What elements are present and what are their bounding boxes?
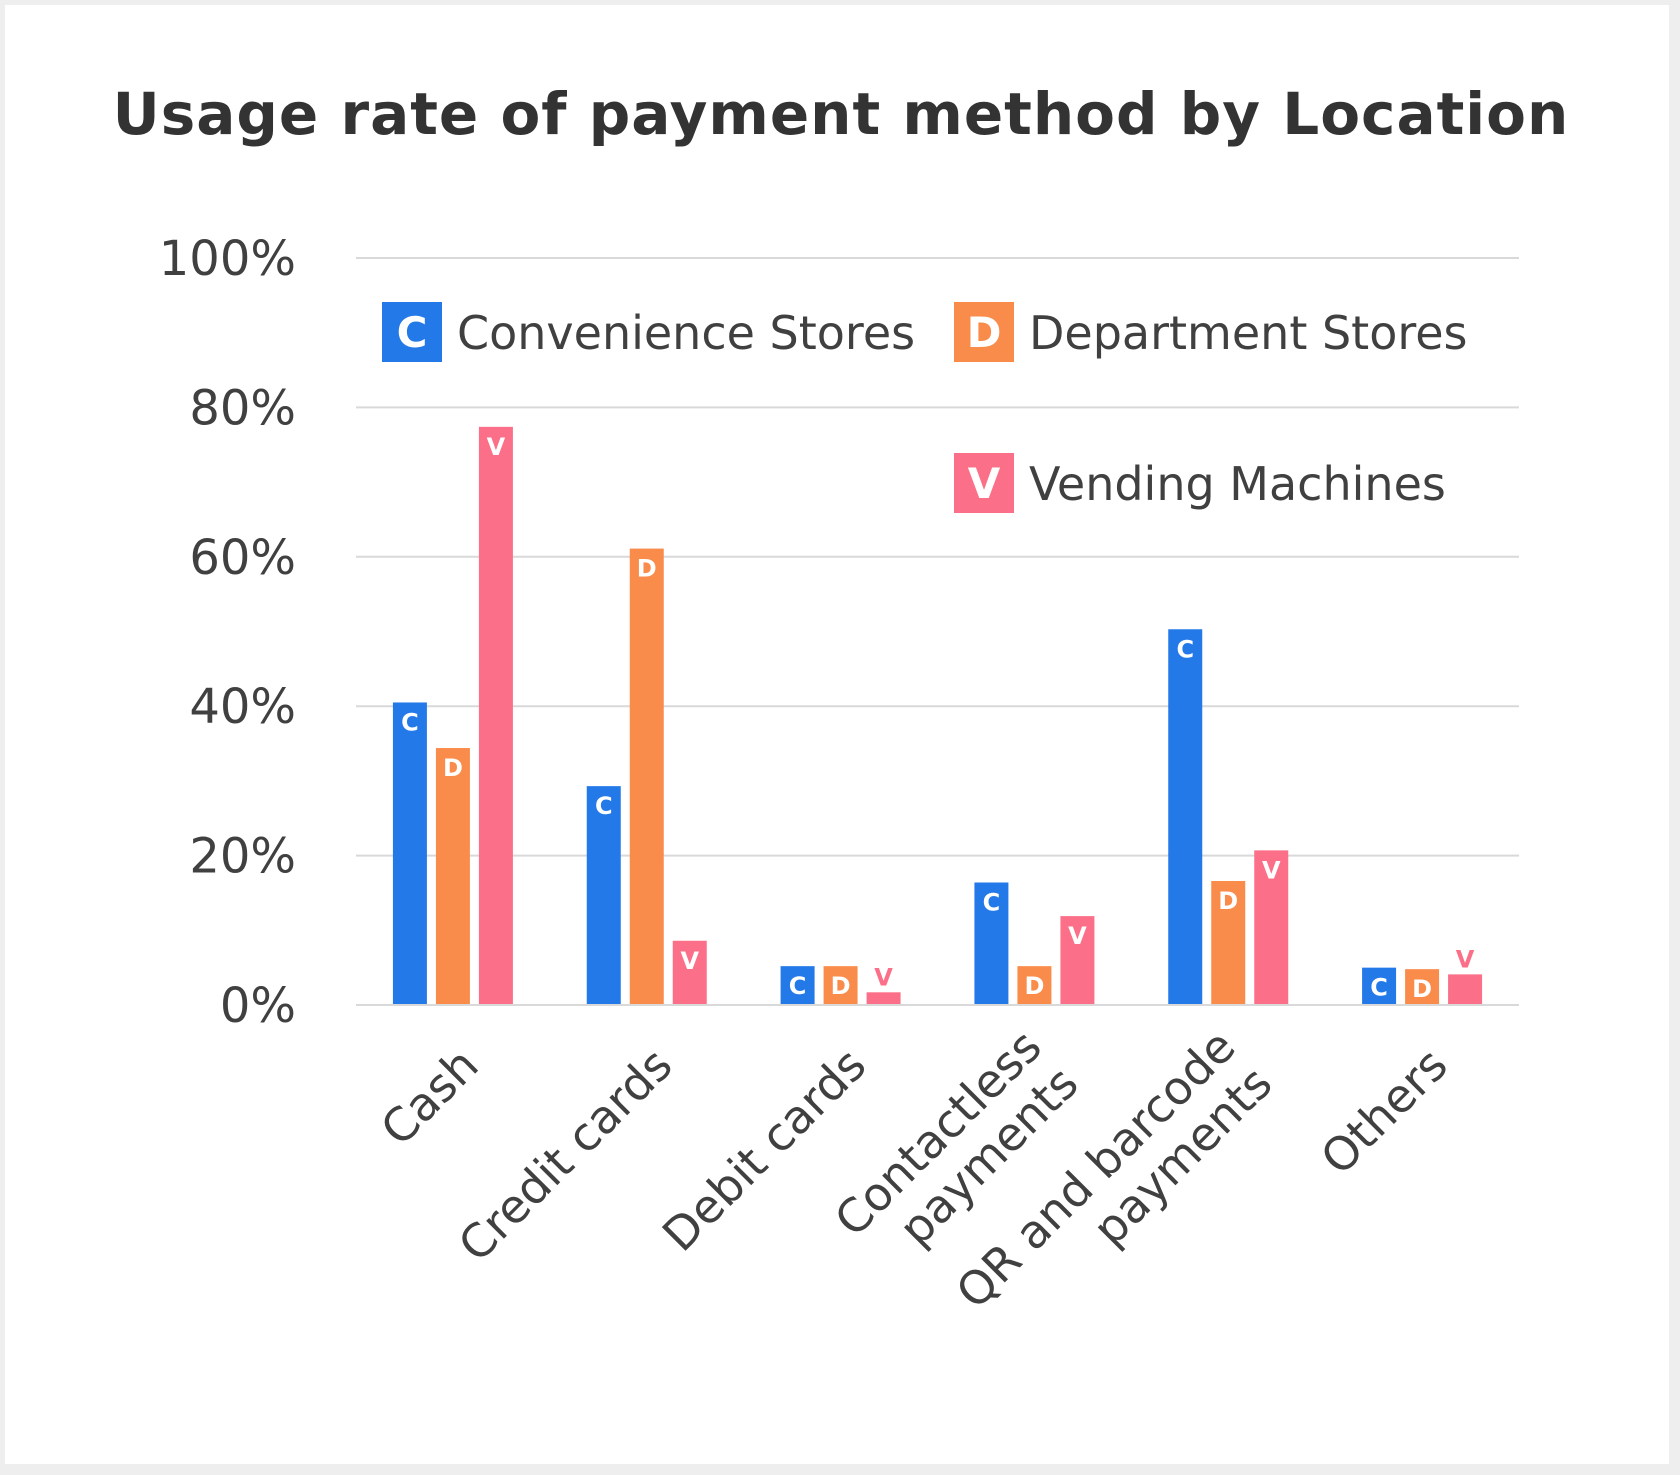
bar-d bbox=[1017, 966, 1052, 1005]
bar-marker-label: V bbox=[680, 947, 699, 975]
legend-marker: D bbox=[967, 308, 1002, 357]
bar-d bbox=[823, 966, 858, 1005]
legend-label: Department Stores bbox=[1029, 306, 1468, 360]
bar-d bbox=[1405, 969, 1440, 1005]
bar-marker-label: D bbox=[831, 972, 851, 1000]
bar-marker-label: D bbox=[1218, 887, 1238, 915]
legend-label: Convenience Stores bbox=[457, 306, 915, 360]
y-tick-label: 20% bbox=[189, 829, 296, 885]
legend-swatch bbox=[954, 302, 1014, 362]
bar-v bbox=[1060, 916, 1095, 1005]
bar-d bbox=[1211, 880, 1246, 1005]
bar-marker-label: D bbox=[1412, 975, 1432, 1003]
legend-item: C Convenience Stores bbox=[382, 302, 915, 362]
bar-marker-label: C bbox=[789, 972, 807, 1000]
bar-v bbox=[866, 992, 901, 1005]
bar-marker-label: C bbox=[401, 708, 419, 736]
chart-background bbox=[5, 5, 1669, 1464]
bar-c bbox=[1168, 629, 1203, 1005]
legend: C Convenience Stores D Department Stores V Ve… bbox=[382, 302, 1468, 513]
bar-marker-label: V bbox=[874, 963, 893, 991]
legend-swatch bbox=[954, 453, 1014, 513]
bar-v bbox=[1254, 850, 1289, 1005]
bar-marker-label: V bbox=[1262, 856, 1281, 884]
y-tick-label: 80% bbox=[189, 380, 296, 436]
bar-c bbox=[1362, 967, 1397, 1005]
y-tick-label: 0% bbox=[220, 978, 296, 1034]
bar-marker-label: V bbox=[487, 433, 506, 461]
legend-item: V Vending Machines bbox=[954, 453, 1446, 513]
y-tick-label: 40% bbox=[189, 679, 296, 735]
y-tick-label: 100% bbox=[159, 231, 296, 287]
bar-marker-label: V bbox=[1068, 922, 1087, 950]
chart-title: Usage rate of payment method by Location bbox=[113, 80, 1570, 148]
bar-v bbox=[478, 426, 513, 1005]
legend-swatch bbox=[382, 302, 442, 362]
bar-marker-label: C bbox=[1370, 974, 1388, 1002]
bar-c bbox=[974, 882, 1009, 1005]
y-axis: 0% 20% 40% 60% 80% 100% bbox=[159, 231, 296, 1034]
bar-v bbox=[1448, 974, 1483, 1005]
bar-marker-label: D bbox=[1024, 972, 1044, 1000]
bar-c bbox=[780, 966, 815, 1005]
bar-marker-label: V bbox=[1456, 945, 1475, 973]
bar-marker-label: C bbox=[1176, 635, 1194, 663]
legend-marker: C bbox=[397, 308, 428, 357]
legend-item: D Department Stores bbox=[954, 302, 1468, 362]
legend-marker: V bbox=[968, 459, 1001, 508]
bar-marker-label: C bbox=[983, 888, 1001, 916]
bar-v bbox=[672, 940, 707, 1005]
bar-marker-label: D bbox=[443, 754, 463, 782]
bar-d bbox=[629, 548, 664, 1005]
legend-label: Vending Machines bbox=[1029, 457, 1446, 511]
y-tick-label: 60% bbox=[189, 530, 296, 586]
bar-d bbox=[435, 748, 470, 1005]
bar-c bbox=[392, 702, 427, 1005]
bar-marker-label: D bbox=[637, 555, 657, 583]
bar-marker-label: C bbox=[595, 792, 613, 820]
bar-c bbox=[586, 786, 621, 1005]
